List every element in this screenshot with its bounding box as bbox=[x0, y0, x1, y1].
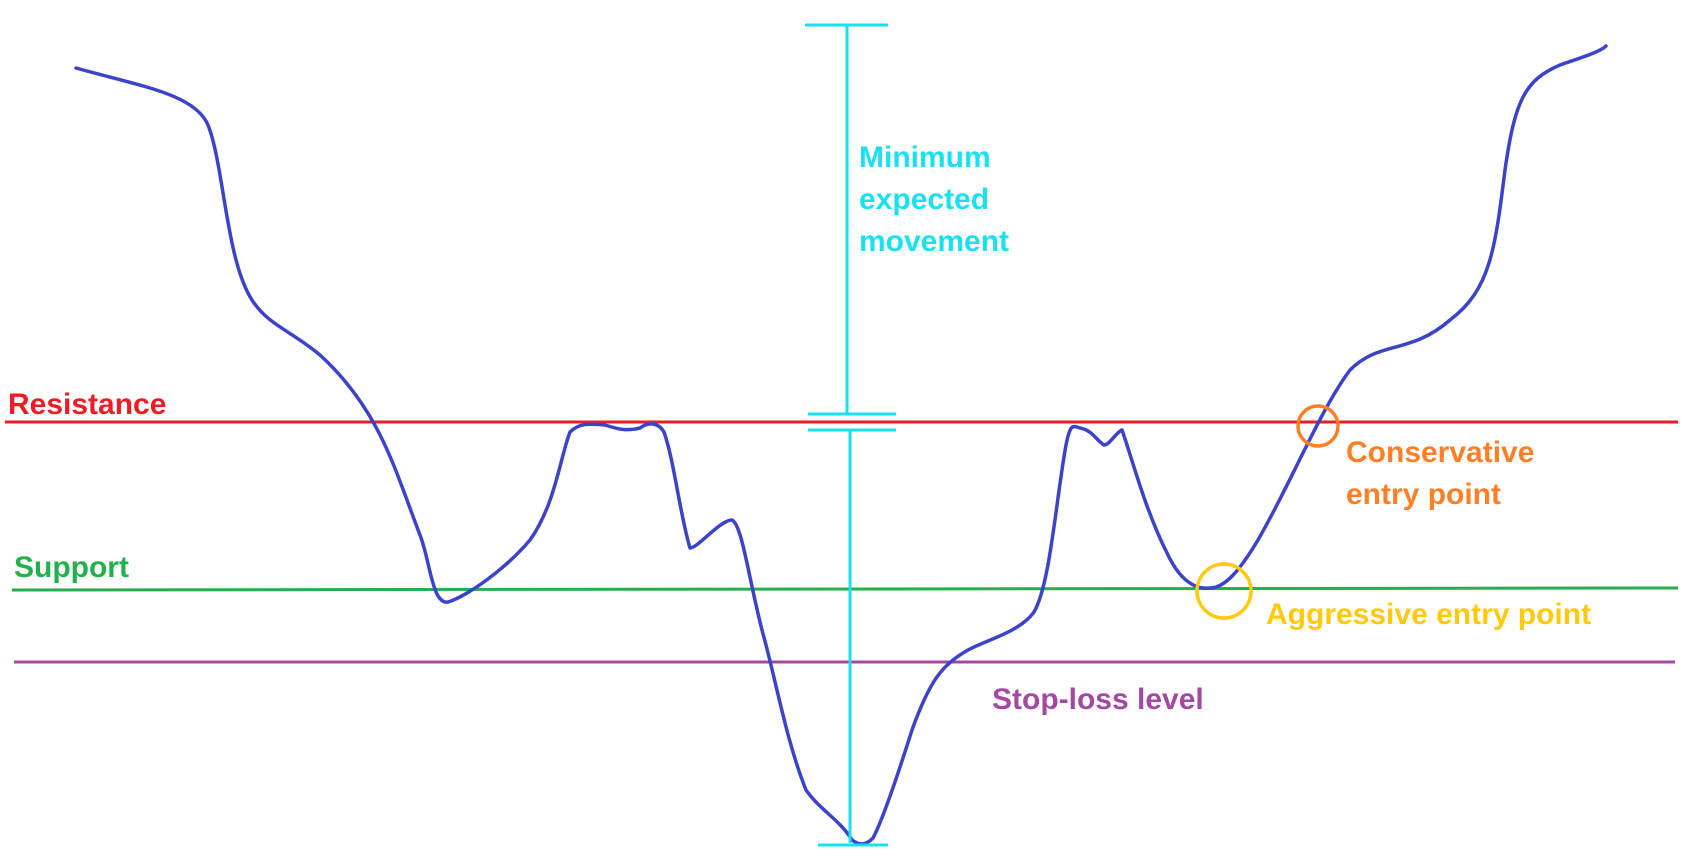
stop-loss-label: Stop-loss level bbox=[992, 683, 1204, 716]
support-line bbox=[11, 586, 1679, 592]
conservative-entry-marker bbox=[1296, 404, 1340, 448]
aggressive-entry-marker bbox=[1195, 562, 1253, 620]
aggressive-entry-label: Aggressive entry point bbox=[1266, 598, 1591, 631]
minimum-expected-movement-label-line1: Minimum bbox=[859, 141, 991, 174]
conservative-entry-label-line1: Conservative bbox=[1346, 436, 1534, 469]
minimum-expected-movement-label-line3: movement bbox=[859, 225, 1009, 258]
conservative-entry-label-line2: entry point bbox=[1346, 478, 1501, 511]
support-label: Support bbox=[14, 551, 129, 584]
minimum-expected-movement-label-line2: expected bbox=[859, 183, 989, 216]
resistance-label: Resistance bbox=[8, 388, 166, 421]
minimum-expected-movement-marker bbox=[805, 23, 896, 847]
